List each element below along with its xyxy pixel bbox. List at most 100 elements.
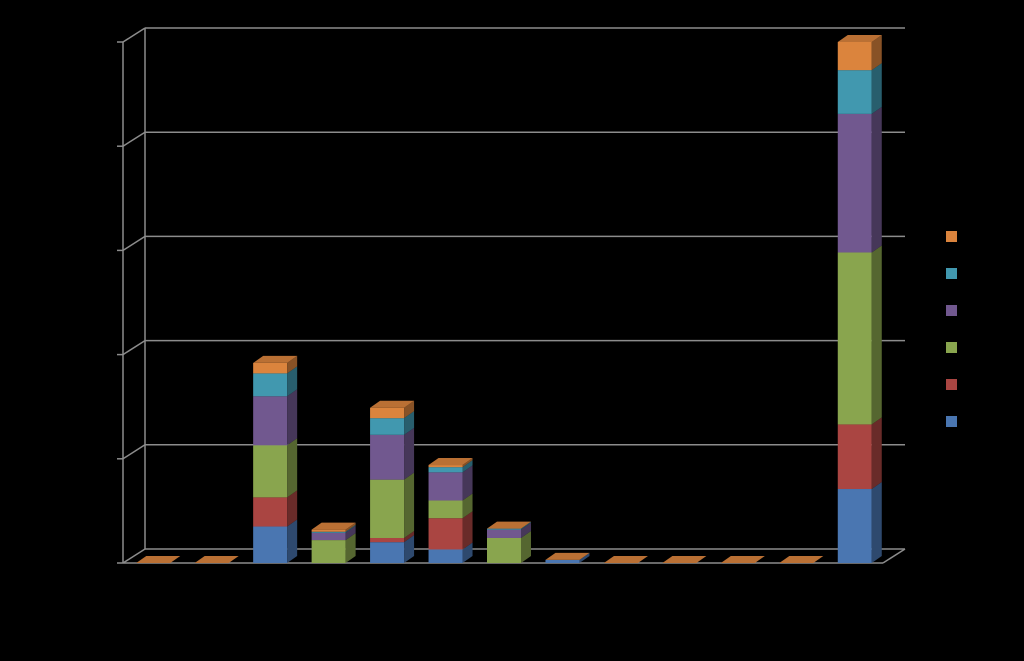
bar-segment-side <box>287 355 298 374</box>
bar-top-cap <box>837 35 882 42</box>
bar-segment-front <box>370 434 405 480</box>
bar-segment-side <box>404 411 415 435</box>
bar-segment-front <box>370 542 405 563</box>
legend-swatch <box>946 416 957 427</box>
side-gridline <box>122 444 146 460</box>
bar-segment-front <box>837 70 872 114</box>
legend-swatch <box>946 342 957 353</box>
legend-item <box>946 268 986 305</box>
bar-segment-side <box>462 458 473 468</box>
bar-segment-front <box>370 407 405 419</box>
bar-segment-front <box>253 396 288 446</box>
bar-segment-front <box>311 532 346 541</box>
side-gridline <box>122 235 146 252</box>
bar-segment-front <box>837 42 872 71</box>
bar-stack <box>779 556 824 563</box>
legend-item <box>946 342 986 379</box>
bar-stack <box>253 355 298 563</box>
bar-top-cap <box>487 521 531 529</box>
bar-stack <box>311 522 356 563</box>
bar-segment-front <box>428 549 463 563</box>
bar-segment-side <box>404 535 415 563</box>
bar-segment-front <box>370 479 405 538</box>
legend-item <box>946 379 986 416</box>
bar-segment-side <box>345 525 356 541</box>
bar-stack <box>837 35 882 563</box>
legend-item <box>946 231 986 268</box>
bar-segment-side <box>521 530 531 563</box>
side-gridline <box>122 339 146 356</box>
bar-segment-front <box>837 424 872 490</box>
bar-stack <box>428 458 473 563</box>
bar-segment-side <box>462 460 473 473</box>
bar-segment-front <box>253 445 288 498</box>
bar-segment-side <box>404 530 415 543</box>
bar-segment-front <box>428 465 463 468</box>
bar-segment-side <box>404 472 415 538</box>
side-gridline <box>122 548 146 564</box>
bar-segment-side <box>871 35 882 71</box>
floor-edge <box>882 548 906 564</box>
bar-segment-side <box>462 493 473 519</box>
bar-segment-side <box>287 438 298 498</box>
bar-stack <box>194 556 239 563</box>
bar-segment-side <box>287 366 298 397</box>
chart-grid <box>117 27 906 564</box>
bar-segment-side <box>521 522 531 538</box>
bar-segment-front <box>311 540 346 563</box>
bar-stack <box>136 556 181 563</box>
empty-bar-cap <box>720 556 765 563</box>
bar-segment-front <box>837 489 872 563</box>
bar-segment-front <box>428 500 463 519</box>
side-gridline <box>122 27 146 43</box>
bar-segment-front <box>487 528 521 530</box>
bar-stack <box>370 400 415 563</box>
bar-stack <box>720 556 765 563</box>
legend-swatch <box>946 379 957 390</box>
bar-segment-front <box>428 467 463 473</box>
bar-stack <box>603 556 648 563</box>
legend-item <box>946 416 986 453</box>
empty-bar-cap <box>136 556 181 563</box>
legend-swatch <box>946 305 957 316</box>
bar-top-cap <box>311 522 356 530</box>
bar-segment-front <box>253 526 288 563</box>
bar-stack <box>662 556 707 563</box>
bar-segment-side <box>462 465 473 501</box>
bar-segment-front <box>428 518 463 550</box>
bar-stack <box>487 521 531 563</box>
bar-segment-front <box>253 373 288 397</box>
empty-bar-cap <box>603 556 648 563</box>
bar-segment-front <box>370 418 405 435</box>
bar-segment-front <box>837 252 872 425</box>
bar-segment-side <box>871 245 882 425</box>
bar-segment-side <box>287 490 298 527</box>
empty-bar-cap <box>194 556 239 563</box>
bar-segment-front <box>428 472 463 501</box>
bar-segment-side <box>462 511 473 550</box>
bar-segment-side <box>871 106 882 253</box>
legend-swatch <box>946 231 957 242</box>
bar-segment-front <box>253 497 288 527</box>
bar-top-cap <box>370 400 415 408</box>
bar-segment-side <box>462 542 473 563</box>
bar-segment-side <box>287 519 298 563</box>
bar-stack <box>545 552 590 563</box>
chart-bars <box>136 35 882 563</box>
bar-segment-side <box>579 552 590 563</box>
bar-segment-side <box>345 533 356 563</box>
bar-segment-side <box>404 427 415 480</box>
chart-legend <box>946 231 986 453</box>
bar-segment-side <box>521 521 531 530</box>
bar-segment-front <box>837 113 872 253</box>
bar-segment-side <box>871 417 882 490</box>
bar-top-cap <box>428 458 473 466</box>
legend-swatch <box>946 268 957 279</box>
bar-segment-front <box>487 529 521 538</box>
bar-segment-side <box>871 482 882 563</box>
bar-segment-side <box>404 400 415 419</box>
bar-segment-side <box>345 524 356 533</box>
bar-segment-front <box>545 559 580 563</box>
bar-segment-front <box>253 362 288 374</box>
